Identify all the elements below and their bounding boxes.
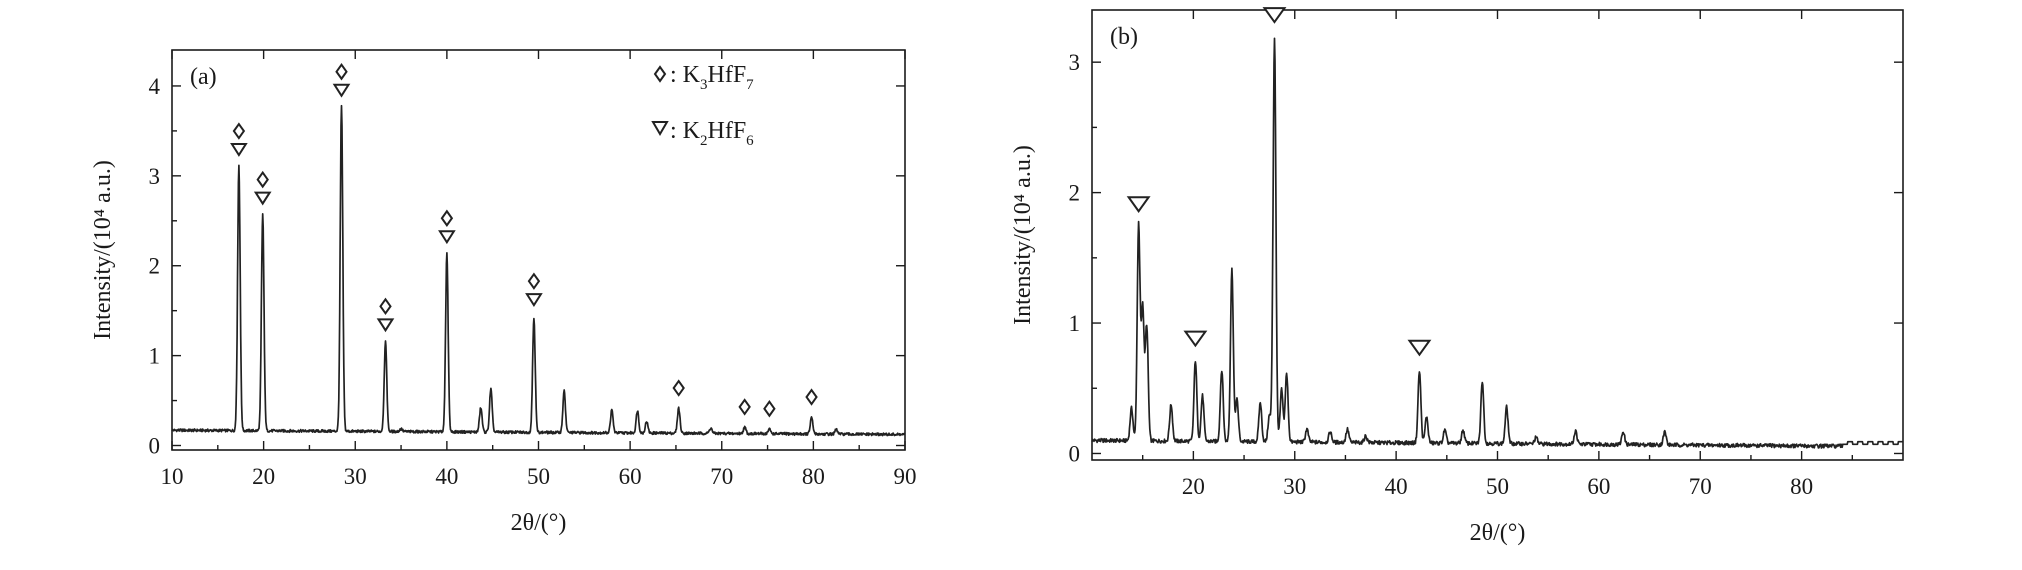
k2hff6-marker <box>525 293 543 308</box>
xrd-pattern-line <box>1091 37 1904 449</box>
x-axis-title: 2θ/(°) <box>1470 520 1526 546</box>
plot-frame <box>171 49 906 451</box>
y-tick-label: 2 <box>1069 181 1081 206</box>
legend-text-part: : K <box>670 118 701 144</box>
y-tick-label: 4 <box>149 74 161 99</box>
x-tick-label: 10 <box>161 464 184 489</box>
k3hff7-marker <box>440 209 454 227</box>
y-axis-title: Intensity/(10⁴ a.u.) <box>90 160 116 340</box>
chart-panel-a: 10 20 30 40 50 60 70 80 90 0 1 2 3 4 2θ/(°) Intensity/(… <box>90 49 917 536</box>
legend-text-part: HfF <box>708 62 747 88</box>
y-axis-title: Intensity/(10⁴ a.u.) <box>1010 145 1036 325</box>
x-tick-label: 30 <box>344 464 367 489</box>
y-tick-label: 3 <box>149 164 161 189</box>
legend-diamond-symbol <box>653 65 667 83</box>
k3hff7-marker <box>335 63 348 81</box>
k2hff6-marker <box>332 83 351 98</box>
k3hff7-marker <box>232 122 246 140</box>
y-tick-label: 1 <box>1069 311 1081 336</box>
k2hff6-marker <box>438 230 456 245</box>
legend-subscript: 6 <box>746 133 754 149</box>
k2hff6-marker <box>1407 339 1432 357</box>
x-tick-label: 80 <box>802 464 825 489</box>
legend-entry-text: : K3HfF7 <box>670 62 754 93</box>
x-tick-label: 60 <box>619 464 642 489</box>
k2hff6-marker <box>376 318 395 333</box>
k3hff7-marker <box>527 272 541 290</box>
k3hff7-marker <box>738 398 751 416</box>
k2hff6-marker <box>253 191 272 206</box>
legend-subscript: 7 <box>746 77 754 93</box>
x-tick-label: 30 <box>1283 474 1306 499</box>
k2hff6-marker <box>1262 7 1287 24</box>
y-tick-label: 3 <box>1069 50 1081 75</box>
k2hff6-marker <box>1183 330 1208 348</box>
panel-label: (b) <box>1110 24 1138 50</box>
k2hff6-marker <box>230 143 248 157</box>
x-tick-label: 70 <box>1689 474 1712 499</box>
k3hff7-marker <box>256 170 269 189</box>
x-tick-label: 50 <box>527 464 550 489</box>
legend-text-part: : K <box>670 62 701 88</box>
x-tick-label: 20 <box>1182 474 1205 499</box>
x-tick-label: 70 <box>710 464 733 489</box>
x-tick-label: 50 <box>1486 474 1509 499</box>
k3hff7-marker <box>805 388 818 406</box>
x-axis-title: 2θ/(°) <box>511 510 567 536</box>
x-tick-label: 80 <box>1790 474 1813 499</box>
legend-triangle-symbol <box>651 121 669 136</box>
k2hff6-marker <box>1126 196 1151 213</box>
y-tick-label: 0 <box>149 434 161 459</box>
k3hff7-marker <box>672 379 685 397</box>
x-tick-label: 60 <box>1587 474 1610 499</box>
x-tick-label: 40 <box>1385 474 1408 499</box>
x-tick-label: 90 <box>894 464 917 489</box>
panel-label: (a) <box>190 64 217 90</box>
plot-frame <box>1091 9 1904 461</box>
legend-subscript: 3 <box>700 77 708 93</box>
y-tick-label: 0 <box>1069 441 1081 466</box>
legend-text-part: HfF <box>708 118 747 144</box>
x-tick-label: 40 <box>435 464 458 489</box>
legend-entry-text: : K2HfF6 <box>670 118 754 149</box>
x-tick-label: 20 <box>252 464 275 489</box>
legend-subscript: 2 <box>700 133 708 149</box>
y-tick-label: 2 <box>149 254 161 279</box>
k3hff7-marker <box>379 297 392 316</box>
k3hff7-marker <box>763 400 776 418</box>
y-tick-label: 1 <box>149 344 161 369</box>
xrd-pattern-line <box>171 104 906 437</box>
chart-panel-b: 20 30 40 50 60 70 80 0 1 2 3 2θ/(°) Intensity/(10⁴ a… <box>1010 7 1904 546</box>
